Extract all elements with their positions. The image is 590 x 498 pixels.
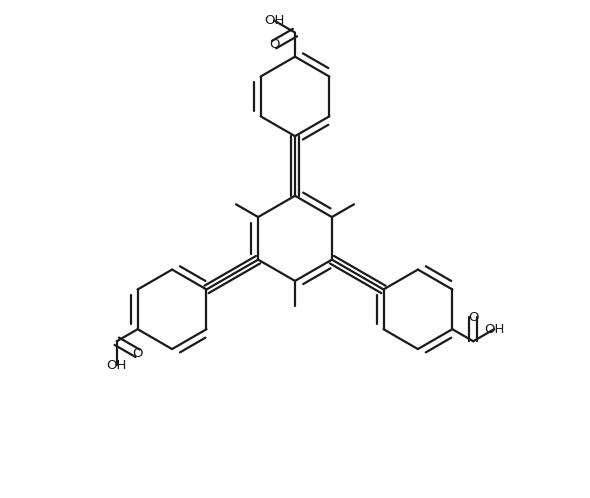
Text: O: O	[468, 311, 478, 324]
Text: OH: OH	[484, 323, 504, 336]
Text: OH: OH	[264, 14, 284, 27]
Text: O: O	[132, 347, 143, 360]
Text: O: O	[269, 38, 279, 51]
Text: OH: OH	[107, 359, 127, 372]
